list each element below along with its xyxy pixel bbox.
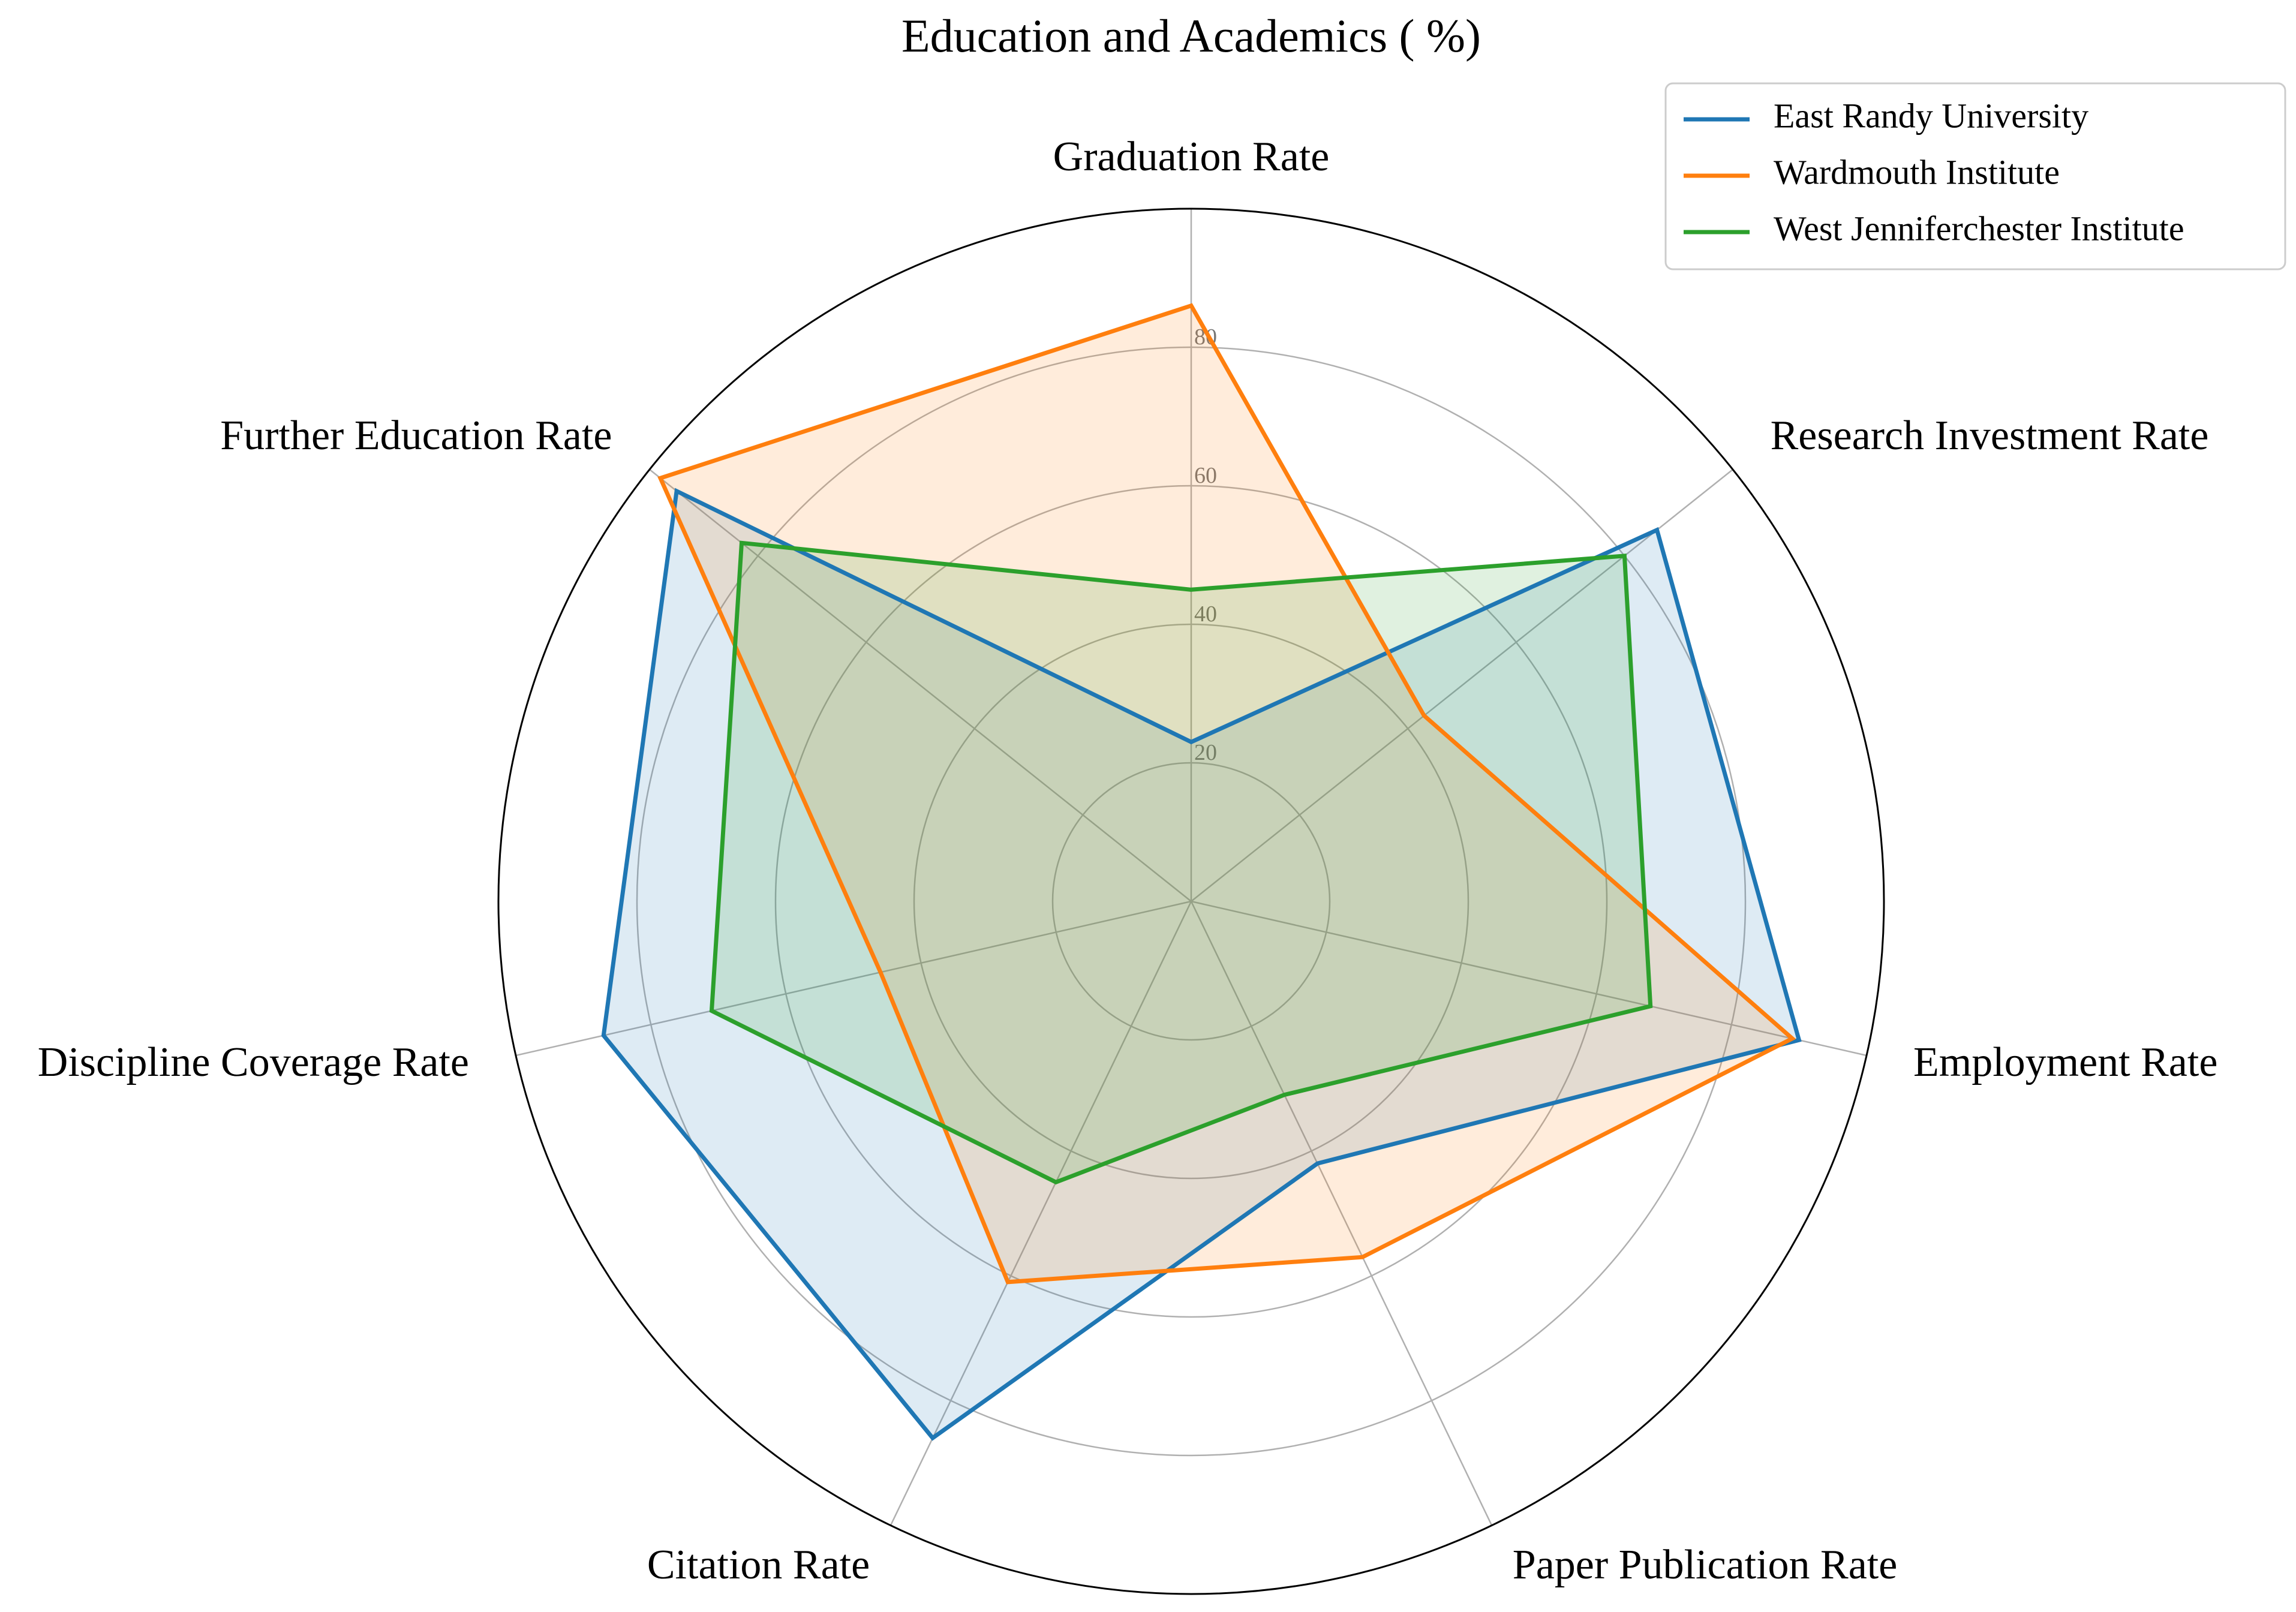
radial-tick-label: 40 [1194, 602, 1217, 627]
axis-label: Graduation Rate [1053, 134, 1330, 180]
radial-tick-label: 20 [1194, 740, 1217, 765]
series-area-1 [660, 305, 1793, 1282]
axis-label: Citation Rate [647, 1542, 870, 1588]
legend-label: Wardmouth Institute [1774, 152, 2060, 191]
series-lines [601, 303, 1802, 1441]
outer-frame [497, 207, 1885, 1595]
series-line-2 [709, 540, 1653, 1185]
axis-label: Paper Publication Rate [1513, 1542, 1898, 1588]
axis-label: Discipline Coverage Rate [38, 1039, 469, 1085]
series-area-0 [603, 491, 1799, 1438]
grid-spoke [889, 901, 1192, 1526]
chart-title: Education and Academics ( %) [901, 10, 1481, 62]
axis-label: Employment Rate [1913, 1039, 2217, 1085]
legend-label: East Randy University [1774, 96, 2088, 135]
legend-label: West Jenniferchester Institute [1774, 209, 2184, 248]
radial-tick-label: 60 [1194, 463, 1217, 488]
grid-spoke [1191, 468, 1733, 902]
grid-spoke [1191, 900, 1867, 1057]
series-line-1 [657, 303, 1796, 1285]
legend-box [1664, 82, 2286, 270]
series-line-0 [601, 488, 1802, 1441]
axis-label: Research Investment Rate [1771, 413, 2209, 459]
legend: East Randy University Wardmouth Institute… [1664, 82, 2286, 270]
grid-spoke [515, 900, 1192, 1057]
axis-labels: Graduation Rate Research Investment Rate E… [38, 134, 2218, 1588]
axis-label: Further Education Rate [220, 413, 612, 459]
grid-spoke [1190, 901, 1493, 1526]
